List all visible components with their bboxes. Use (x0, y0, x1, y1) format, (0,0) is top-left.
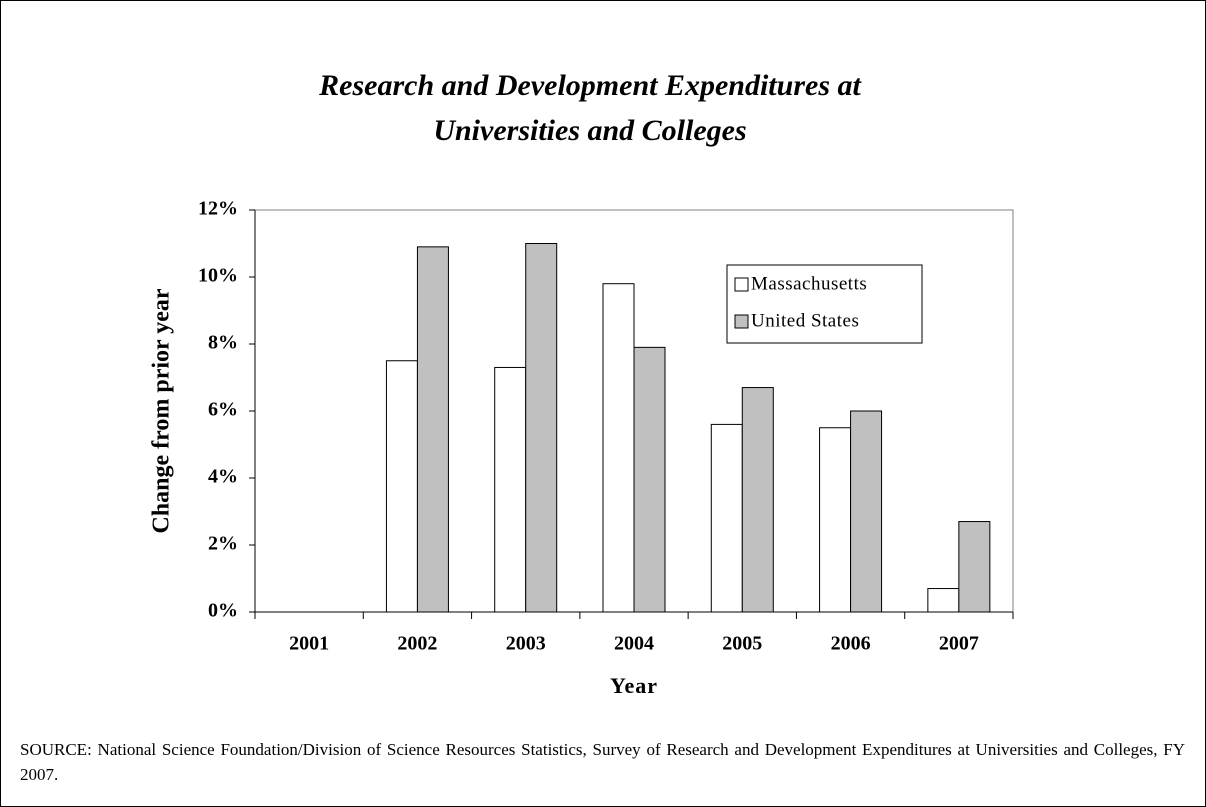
y-tick-label: 2% (208, 533, 238, 555)
legend-label: Massachusetts (751, 273, 867, 294)
bar (494, 366, 527, 613)
bar (741, 387, 774, 613)
bar (633, 346, 666, 613)
bar (385, 360, 418, 613)
x-tick-label: 2004 (614, 633, 654, 655)
bar (819, 427, 852, 613)
bar (927, 588, 960, 613)
y-tick-label: 10% (198, 265, 238, 287)
y-tick-label: 4% (208, 466, 238, 488)
y-tick-label: 8% (208, 332, 238, 354)
y-tick-label: 0% (208, 600, 238, 622)
x-tick-label: 2002 (397, 633, 437, 655)
source-note: SOURCE: National Science Foundation/Divi… (20, 740, 1185, 784)
x-axis-title: Year (610, 673, 658, 698)
legend-swatch (734, 277, 749, 292)
x-tick-label: 2006 (831, 633, 871, 655)
x-tick-label: 2003 (506, 633, 546, 655)
legend-swatch (734, 314, 749, 329)
bar (416, 246, 449, 613)
legend-label: United States (751, 310, 859, 331)
x-tick-label: 2005 (722, 633, 762, 655)
y-tick-label: 12% (198, 198, 238, 220)
bar (710, 423, 743, 613)
chart-title: Universities and Colleges (433, 114, 746, 147)
y-axis-title: Change from prior year (149, 288, 175, 533)
bar (850, 410, 883, 613)
bar (525, 243, 558, 613)
x-tick-label: 2001 (289, 633, 329, 655)
bar (602, 283, 635, 613)
y-tick-label: 6% (208, 399, 238, 421)
x-tick-label: 2007 (939, 633, 979, 655)
legend-box (726, 264, 923, 344)
bar (958, 521, 991, 613)
chart-title: Research and Development Expenditures at (318, 69, 862, 102)
